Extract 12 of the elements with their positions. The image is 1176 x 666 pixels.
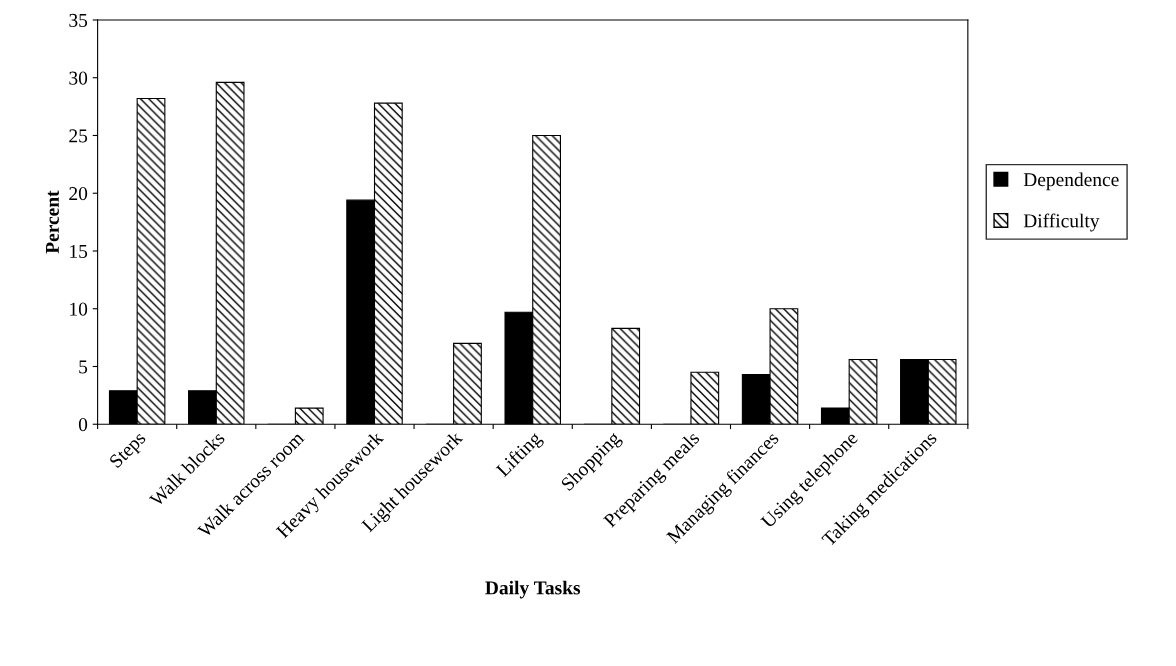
y-axis-title: Percent [46, 190, 59, 254]
y-tick-label: 30 [69, 71, 88, 85]
legend-label: Dependence [1023, 172, 1119, 191]
y-tick-label: 0 [78, 418, 88, 432]
y-tick-label: 5 [79, 360, 88, 374]
y-tick-label: 10 [70, 302, 88, 316]
legend-label: Difficulty [1023, 213, 1100, 232]
y-tick-label: 25 [69, 129, 88, 143]
x-axis-title: Daily Tasks [485, 580, 581, 599]
y-tick-label: 15 [70, 244, 88, 258]
y-tick-label: 35 [69, 13, 88, 27]
y-tick-label: 20 [69, 187, 88, 201]
